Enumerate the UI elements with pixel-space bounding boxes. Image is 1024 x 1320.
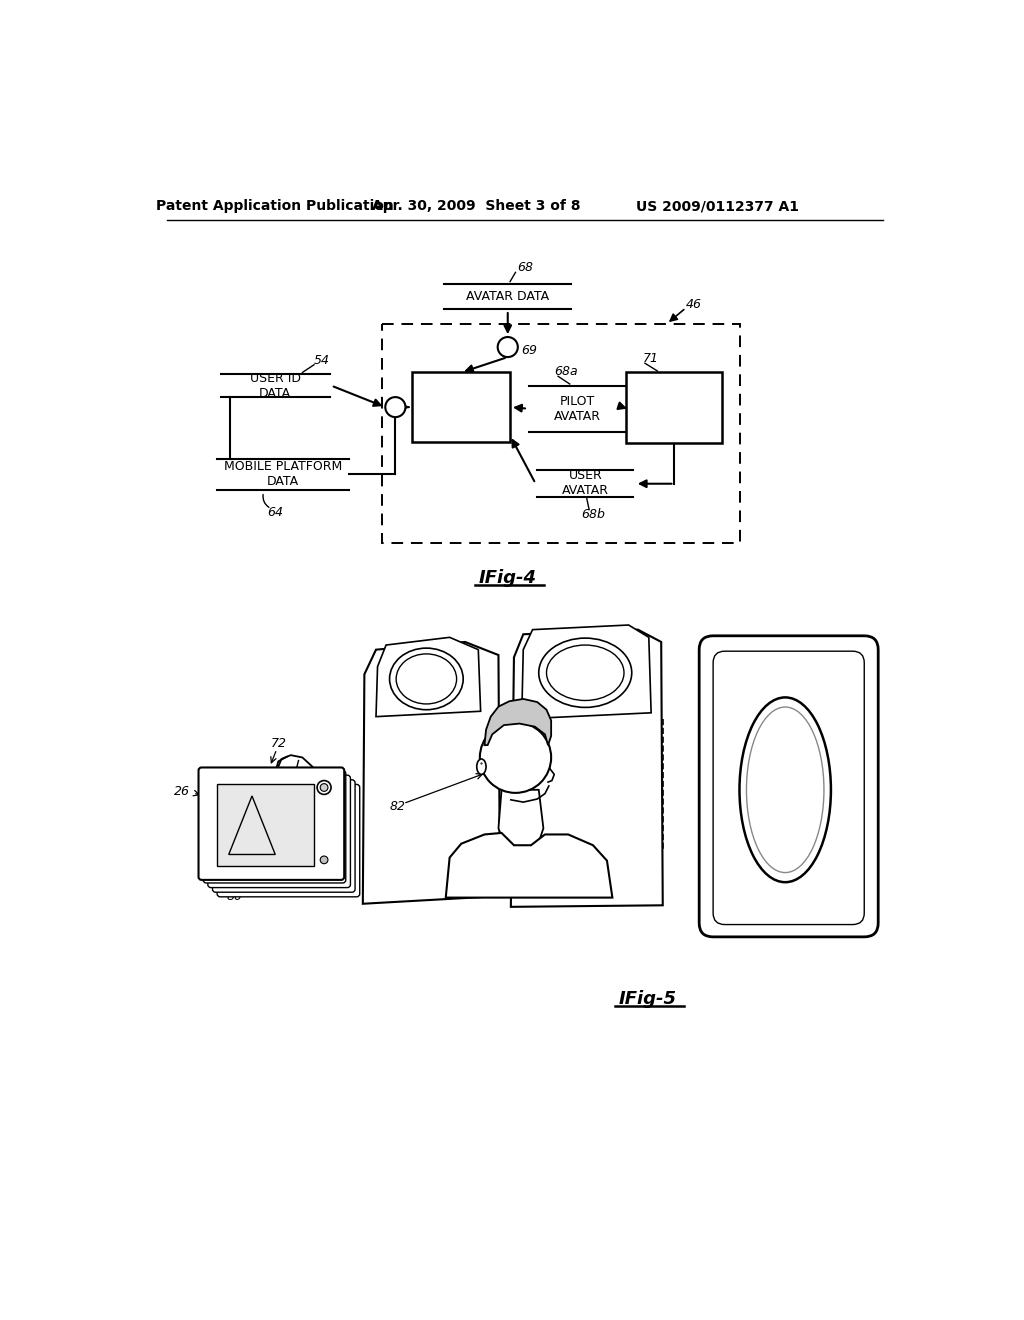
Bar: [217, 784, 314, 866]
FancyBboxPatch shape: [699, 636, 879, 937]
Polygon shape: [376, 638, 480, 717]
Text: 68a: 68a: [554, 366, 578, 379]
FancyBboxPatch shape: [208, 775, 350, 887]
Text: Patent Application Publication: Patent Application Publication: [157, 199, 394, 213]
Ellipse shape: [396, 653, 457, 704]
Text: 64: 64: [267, 506, 284, 519]
Text: USER ID
DATA: USER ID DATA: [250, 371, 301, 400]
FancyBboxPatch shape: [713, 651, 864, 924]
Text: AVATAR
MODULE: AVATAR MODULE: [434, 393, 488, 421]
Text: 69: 69: [521, 345, 538, 358]
Bar: [382, 323, 740, 544]
Polygon shape: [362, 642, 500, 904]
Circle shape: [480, 722, 551, 793]
Text: USER
AVATAR: USER AVATAR: [562, 470, 608, 498]
FancyBboxPatch shape: [217, 784, 359, 896]
Circle shape: [321, 784, 328, 792]
Circle shape: [498, 337, 518, 358]
Circle shape: [321, 855, 328, 863]
FancyBboxPatch shape: [199, 767, 344, 880]
Text: 68b: 68b: [581, 508, 605, 520]
Text: IFig-4: IFig-4: [479, 569, 537, 587]
Ellipse shape: [389, 648, 463, 710]
Text: PILOT
AVATAR: PILOT AVATAR: [554, 395, 601, 422]
Text: AVATAR
DATA STORE: AVATAR DATA STORE: [635, 393, 714, 422]
Ellipse shape: [739, 697, 830, 882]
Ellipse shape: [477, 759, 486, 775]
Text: 26: 26: [174, 785, 190, 797]
Polygon shape: [499, 789, 544, 847]
Bar: [627, 372, 722, 444]
Text: IFig-5: IFig-5: [618, 990, 676, 1008]
Text: US 2009/0112377 A1: US 2009/0112377 A1: [636, 199, 799, 213]
Text: 82: 82: [390, 800, 406, 813]
Text: 46: 46: [686, 298, 701, 312]
FancyBboxPatch shape: [212, 780, 355, 892]
Text: 68: 68: [517, 261, 532, 275]
Text: 80: 80: [227, 890, 243, 903]
Text: 90b: 90b: [308, 882, 332, 895]
Circle shape: [385, 397, 406, 417]
FancyBboxPatch shape: [203, 771, 346, 883]
Text: 71: 71: [643, 352, 659, 366]
Polygon shape: [511, 630, 663, 907]
Text: Apr. 30, 2009  Sheet 3 of 8: Apr. 30, 2009 Sheet 3 of 8: [373, 199, 581, 213]
Ellipse shape: [547, 645, 624, 701]
Text: MOBILE PLATFORM
DATA: MOBILE PLATFORM DATA: [224, 461, 342, 488]
Polygon shape: [484, 700, 551, 744]
Bar: [413, 372, 510, 442]
Circle shape: [317, 780, 331, 795]
Ellipse shape: [539, 638, 632, 708]
Text: AVATAR DATA: AVATAR DATA: [466, 289, 549, 302]
Polygon shape: [521, 626, 651, 719]
Text: 72: 72: [271, 737, 287, 750]
Ellipse shape: [746, 708, 824, 873]
Polygon shape: [445, 833, 612, 898]
Text: 54: 54: [313, 354, 330, 367]
